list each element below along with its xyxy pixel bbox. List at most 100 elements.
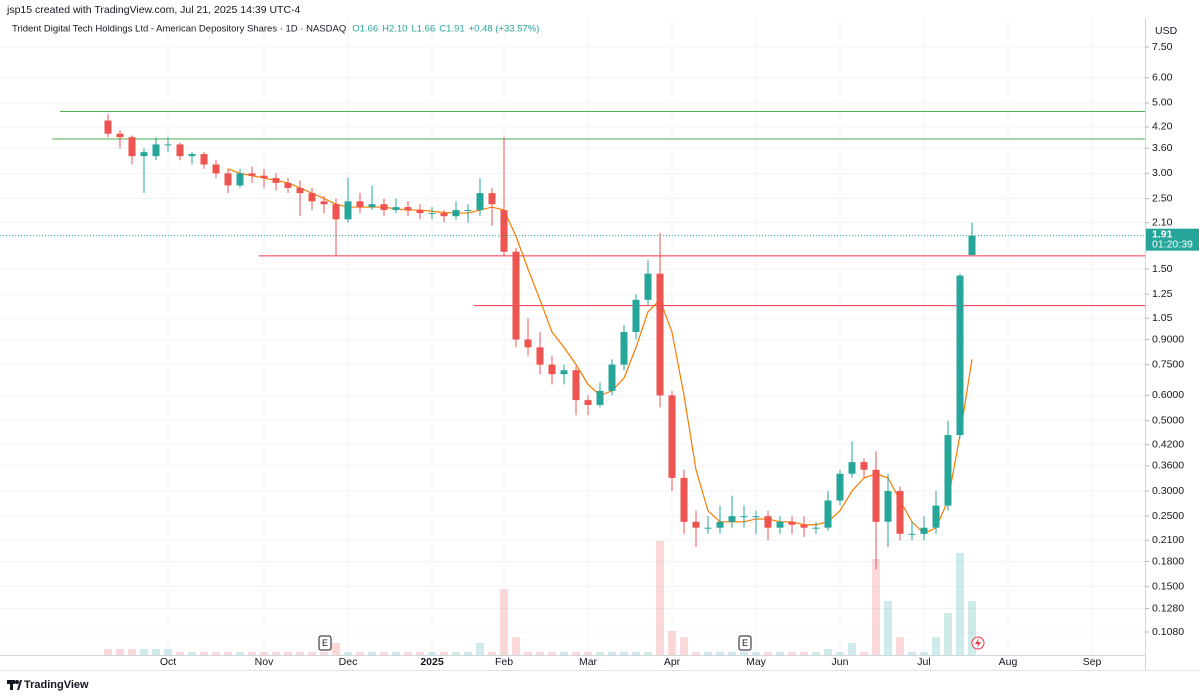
candle-body	[416, 210, 424, 214]
candle-body	[200, 154, 208, 165]
volume-bar	[812, 652, 820, 655]
volume-bar	[224, 652, 232, 655]
candle-body	[644, 273, 652, 300]
brand: TradingView	[24, 679, 89, 691]
candle-body	[944, 435, 952, 506]
candle-body	[212, 164, 220, 174]
y-tick-label: 7.50	[1152, 41, 1173, 53]
volume-bar	[596, 652, 604, 655]
y-tick-label: 0.7500	[1152, 358, 1184, 370]
volume-bar	[176, 652, 184, 655]
candle-body	[572, 370, 580, 401]
x-tick-label: Oct	[160, 656, 176, 668]
volume-bar	[836, 652, 844, 655]
candle-body	[524, 339, 532, 348]
candle-body	[164, 144, 172, 146]
x-tick-label: Jun	[832, 656, 849, 668]
volume-layer	[104, 541, 976, 655]
volume-bar	[332, 643, 340, 655]
volume-bar	[248, 652, 256, 655]
y-tick-label: 1.25	[1152, 288, 1173, 300]
candle-body	[452, 210, 460, 217]
candle-body	[752, 516, 760, 518]
candle-body	[872, 469, 880, 522]
candle-body	[332, 204, 340, 220]
volume-bar	[716, 652, 724, 655]
candle-body	[848, 462, 856, 474]
volume-bar	[320, 652, 328, 655]
candle-body	[236, 173, 244, 186]
volume-bar	[404, 652, 412, 655]
x-tick-label: Nov	[255, 656, 274, 668]
y-tick-label: 3.00	[1152, 167, 1173, 179]
x-tick-label: Mar	[579, 656, 598, 668]
volume-bar	[680, 637, 688, 655]
volume-bar	[752, 652, 760, 655]
x-tick-label: May	[746, 656, 767, 668]
candle-body	[464, 210, 472, 212]
volume-bar	[356, 652, 364, 655]
candle-body	[224, 173, 232, 186]
candle-body	[932, 505, 940, 528]
candle-body	[560, 370, 568, 375]
candle-body	[500, 210, 508, 252]
volume-bar	[632, 652, 640, 655]
candle-body	[284, 182, 292, 188]
volume-bar	[848, 643, 856, 655]
volume-bar	[800, 652, 808, 655]
volume-bar	[548, 652, 556, 655]
dividend-icon	[975, 638, 981, 648]
volume-bar	[620, 652, 628, 655]
volume-bar	[392, 652, 400, 655]
candle-body	[380, 204, 388, 211]
candle-body	[320, 201, 328, 205]
candle-body	[476, 193, 484, 211]
y-tick-label: 6.00	[1152, 72, 1173, 84]
volume-bar	[644, 652, 652, 655]
volume-bar	[128, 649, 136, 655]
attribution: jsp15 created with TradingView.com, Jul …	[6, 4, 301, 16]
y-tick-label: 0.2100	[1152, 534, 1184, 546]
y-tick-label: 2.50	[1152, 192, 1173, 204]
candle-body	[140, 152, 148, 157]
volume-bar	[296, 652, 304, 655]
volume-bar	[488, 652, 496, 655]
candle-body	[392, 207, 400, 211]
volume-bar	[740, 652, 748, 655]
volume-bar	[116, 649, 124, 655]
candle-body	[548, 364, 556, 375]
volume-bar	[512, 637, 520, 655]
candle-body	[860, 462, 868, 470]
candle-body	[620, 332, 628, 365]
volume-bar	[764, 652, 772, 655]
y-tick-label: 3.60	[1152, 142, 1173, 154]
candle-body	[596, 390, 604, 405]
y-tick-label: 0.6000	[1152, 389, 1184, 401]
y-tick-label: 0.2500	[1152, 510, 1184, 522]
volume-bar	[428, 652, 436, 655]
volume-bar	[824, 649, 832, 655]
y-tick-label: 0.5000	[1152, 414, 1184, 426]
candle-body	[692, 521, 700, 528]
last-price-box	[1146, 228, 1199, 251]
ohlc-label: H2.10	[382, 24, 407, 35]
y-tick-label: 0.9000	[1152, 333, 1184, 345]
volume-bar	[572, 652, 580, 655]
candle-body	[440, 213, 448, 217]
event-marker	[318, 635, 332, 651]
event-marker	[738, 635, 752, 651]
volume-bar	[164, 649, 172, 655]
x-tick-label: Feb	[495, 656, 513, 668]
x-tick-label: Dec	[339, 656, 358, 668]
volume-bar	[368, 652, 376, 655]
volume-bar	[584, 652, 592, 655]
y-tick-label: 1.50	[1152, 263, 1173, 275]
candle-body	[188, 154, 196, 157]
volume-bar	[416, 652, 424, 655]
y-tick-label: 0.1800	[1152, 555, 1184, 567]
candle-body	[428, 213, 436, 215]
candle-body	[668, 395, 676, 478]
candle-body	[116, 133, 124, 138]
